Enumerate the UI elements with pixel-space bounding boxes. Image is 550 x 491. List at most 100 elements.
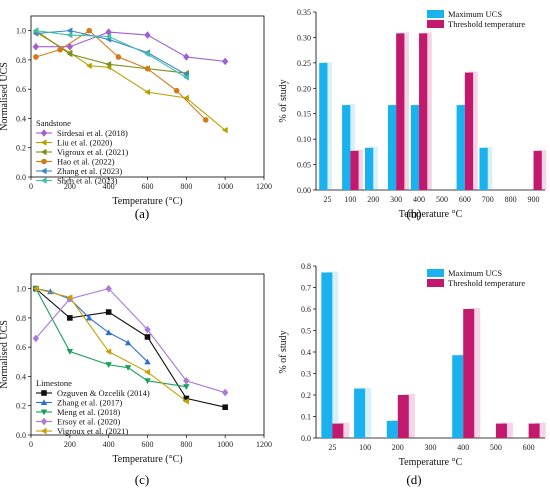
legend-label: Maximum UCS [448, 9, 502, 19]
bar [410, 105, 420, 190]
data-point [183, 395, 190, 402]
data-point [105, 284, 112, 293]
data-point [144, 31, 151, 39]
data-point [105, 309, 112, 315]
data-point [222, 404, 228, 410]
x-tick-label: 600 [142, 182, 154, 191]
data-point [66, 50, 73, 58]
data-point [67, 315, 73, 321]
data-point [221, 126, 228, 134]
x-tick-label: 1200 [256, 440, 272, 449]
y-axis-label: % of study [278, 79, 289, 122]
legend-label: Shen et al. (2023) [57, 176, 118, 186]
panel-label-a: (a) [135, 206, 149, 221]
series-line [35, 288, 148, 363]
data-point [32, 27, 39, 34]
data-point [144, 368, 151, 376]
data-point [183, 377, 190, 385]
bar [456, 105, 465, 190]
bar [533, 150, 542, 190]
y-axis-label: Normalised UCS [0, 62, 10, 131]
x-tick-label: 300 [425, 443, 437, 452]
data-point [144, 334, 151, 340]
bar-shadow [403, 394, 415, 438]
y-tick-label: 0.05 [297, 161, 311, 170]
x-tick-label: 500 [490, 443, 502, 452]
x-tick-label: 100 [359, 443, 371, 452]
legend-swatch-marker [40, 167, 47, 175]
y-tick-label: 1.0 [16, 27, 26, 36]
bar-shadow [327, 271, 339, 438]
bar [463, 309, 475, 438]
series-1 [332, 308, 546, 438]
data-point [173, 87, 180, 94]
data-point [183, 384, 190, 390]
legend-swatch-marker [41, 390, 47, 396]
bar-shadow [501, 422, 513, 438]
data-point [144, 358, 151, 365]
bar [452, 355, 464, 438]
data-point [105, 329, 112, 336]
bar-shadow [369, 146, 378, 190]
data-point [124, 365, 132, 371]
bar-shadow [354, 149, 364, 190]
data-point [124, 339, 132, 346]
data-point [66, 349, 74, 355]
bar [386, 420, 398, 438]
x-tick-label: 0 [29, 440, 33, 449]
x-tick-label: 600 [142, 440, 154, 449]
y-tick-label: 0.1 [301, 413, 311, 422]
y-tick-label: 0.5 [301, 327, 311, 336]
legend-swatch-marker [40, 417, 48, 426]
bar-chart-d: 0.0 0.1 0.2 0.3 0.4 0.5 0.6 0.7 0.8 25 100 200 300 40… [278, 262, 546, 468]
x-tick-label: 1200 [256, 182, 272, 191]
data-point [144, 65, 151, 72]
x-tick-label: 200 [64, 440, 76, 449]
y-tick-label: 1.0 [16, 285, 26, 294]
series-3 [33, 27, 209, 123]
data-point [221, 57, 229, 66]
legend-title: Limestone [36, 378, 72, 388]
y-tick-label: 0.6 [301, 305, 311, 314]
legend-swatch-marker [40, 427, 47, 435]
bar [319, 62, 328, 190]
bar-shadow [346, 104, 355, 190]
legend-label: Liu et al. (2020) [57, 138, 112, 148]
x-tick-label: 500 [436, 195, 448, 204]
data-point [33, 54, 39, 60]
data-point [86, 314, 93, 321]
legend-label: Ozguven & Ozcelik (2014) [57, 388, 150, 398]
bar [479, 147, 488, 190]
x-axis-label: Temperature (°C) [112, 196, 182, 207]
legend-label: Maximum UCS [448, 268, 502, 278]
legend-label: Vigroux et al. (2021) [57, 426, 128, 436]
x-axis-label: Temperature °C [399, 457, 463, 468]
series-2 [32, 286, 190, 390]
line-chart-a: 0 200 400 600 800 1000 1200 0.0 0.2 0.4 0.6 0.8 1.0 T… [0, 15, 272, 207]
bar [332, 423, 344, 438]
y-tick-label: 0.0 [16, 431, 26, 440]
y-tick-label: 0.4 [16, 372, 26, 381]
data-point [183, 74, 189, 81]
legend-swatch [427, 10, 444, 18]
x-axis-label: Temperature °C [399, 209, 463, 220]
bar [321, 272, 333, 438]
x-tick-label: 25 [323, 195, 331, 204]
series-line [35, 288, 226, 408]
legend-swatch-marker [40, 148, 47, 156]
y-tick-label: 0.10 [297, 135, 311, 144]
data-point [86, 62, 92, 69]
x-tick-label: 800 [180, 182, 192, 191]
x-tick-label: 0 [29, 182, 33, 191]
y-tick-label: 0.0 [301, 434, 311, 443]
bar [396, 33, 405, 190]
series-line [35, 288, 187, 388]
x-tick-label: 300 [390, 195, 402, 204]
x-tick-label: 900 [528, 195, 540, 204]
legend-label: Zhang et al. (2023) [57, 166, 122, 176]
bar-shadow [538, 149, 547, 190]
legend-title: Sandstone [36, 118, 71, 128]
data-point [221, 388, 229, 397]
legend-swatch-marker [40, 399, 48, 406]
